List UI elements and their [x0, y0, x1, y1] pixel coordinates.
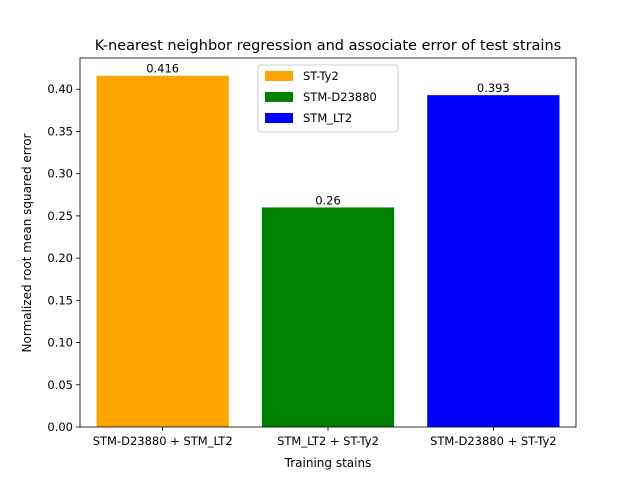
legend: ST-Ty2 STM-D23880 STM_LT2	[257, 64, 399, 133]
legend-swatch	[265, 71, 293, 81]
bar	[96, 75, 229, 427]
y-tick-label: 0.15	[47, 293, 73, 307]
x-tick-label: STM_LT2 + ST-Ty2	[277, 434, 379, 448]
axes-frame	[79, 57, 577, 428]
legend-swatch	[265, 92, 293, 102]
legend-entry-label: STM_LT2	[303, 111, 352, 125]
bar	[261, 207, 395, 427]
y-tick-label: 0.10	[47, 336, 73, 350]
bar-value-label: 0.393	[477, 81, 510, 95]
y-tick-label: 0.05	[47, 378, 73, 392]
y-tick-label: 0.25	[47, 209, 73, 223]
legend-entry-label: STM-D23880	[303, 90, 377, 104]
legend-swatch	[265, 113, 293, 123]
chart-title: K-nearest neighbor regression and associ…	[95, 38, 561, 54]
plot-area: 0.416 STM-D23880 + STM_LT2 0.26 STM_LT2 + S…	[47, 57, 577, 448]
bar	[427, 95, 560, 427]
y-tick-label: 0.30	[47, 167, 73, 181]
y-tick-label: 0.40	[47, 82, 73, 96]
x-tick-label: STM-D23880 + STM_LT2	[93, 434, 233, 448]
x-axis-label: Training stains	[284, 456, 372, 470]
y-axis-label: Normalized root mean squared error	[20, 133, 34, 352]
legend-entry-label: ST-Ty2	[303, 69, 339, 83]
y-tick-label: 0.20	[47, 251, 73, 265]
y-tick-label: 0.00	[47, 420, 73, 434]
bar-value-label: 0.26	[315, 193, 341, 207]
y-tick-label: 0.35	[47, 124, 73, 138]
bar-value-label: 0.416	[146, 62, 179, 76]
x-tick-label: STM-D23880 + ST-Ty2	[430, 434, 557, 448]
